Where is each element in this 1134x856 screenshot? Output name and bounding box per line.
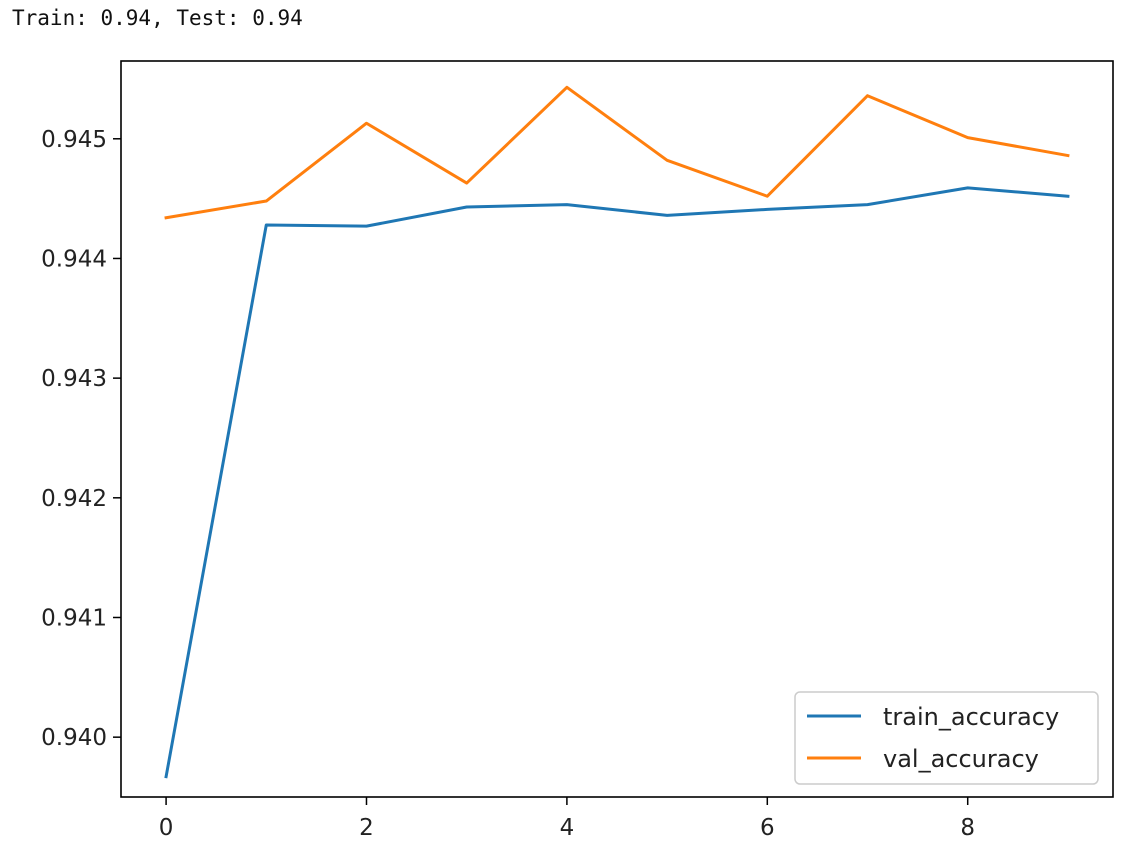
data-point-val_accuracy-5: [665, 158, 669, 162]
data-point-val_accuracy-6: [765, 194, 769, 198]
legend-label-train_accuracy: train_accuracy: [883, 703, 1059, 731]
series-line-val_accuracy: [164, 85, 1070, 220]
data-point-val_accuracy-0: [164, 216, 168, 220]
x-axis: 0 2 4 6 8: [159, 797, 975, 841]
data-point-val_accuracy-1: [264, 199, 268, 203]
data-point-train_accuracy-6: [765, 207, 769, 211]
data-point-train_accuracy-1: [264, 223, 268, 227]
data-point-train_accuracy-7: [866, 203, 870, 207]
x-tick-label: 6: [760, 815, 775, 841]
x-tick-label: 8: [960, 815, 975, 841]
series-line-train_accuracy: [164, 186, 1070, 779]
x-tick-label: 2: [359, 815, 374, 841]
x-tick-label: 4: [560, 815, 575, 841]
y-tick-label: 0.940: [41, 725, 107, 751]
plot-lines: [164, 85, 1070, 779]
data-point-train_accuracy-3: [465, 205, 469, 209]
data-point-val_accuracy-7: [866, 94, 870, 98]
legend-label-val_accuracy: val_accuracy: [883, 745, 1039, 773]
data-point-train_accuracy-4: [565, 203, 569, 207]
legend-box: [794, 691, 1099, 785]
data-point-val_accuracy-2: [364, 121, 368, 125]
x-tick-label: 0: [159, 815, 174, 841]
data-point-train_accuracy-8: [966, 186, 970, 190]
y-tick-label: 0.943: [41, 366, 107, 392]
y-tick-label: 0.944: [41, 246, 107, 272]
axes-frame: [120, 60, 1114, 798]
data-point-train_accuracy-5: [665, 213, 669, 217]
data-point-val_accuracy-3: [465, 181, 469, 185]
data-point-val_accuracy-4: [565, 85, 569, 89]
y-tick-label: 0.941: [41, 605, 107, 631]
data-point-train_accuracy-0: [164, 775, 168, 779]
data-point-val_accuracy-8: [966, 136, 970, 140]
y-tick-label: 0.945: [41, 127, 107, 153]
data-point-train_accuracy-9: [1066, 194, 1070, 198]
data-point-val_accuracy-9: [1066, 154, 1070, 158]
cell-output-text: Train: 0.94, Test: 0.94: [12, 6, 303, 30]
data-point-train_accuracy-2: [364, 224, 368, 228]
legend: train_accuracy val_accuracy: [794, 691, 1099, 785]
y-tick-label: 0.942: [41, 486, 107, 512]
y-axis: 0.940 0.941 0.942 0.943 0.944 0.945: [41, 127, 121, 751]
